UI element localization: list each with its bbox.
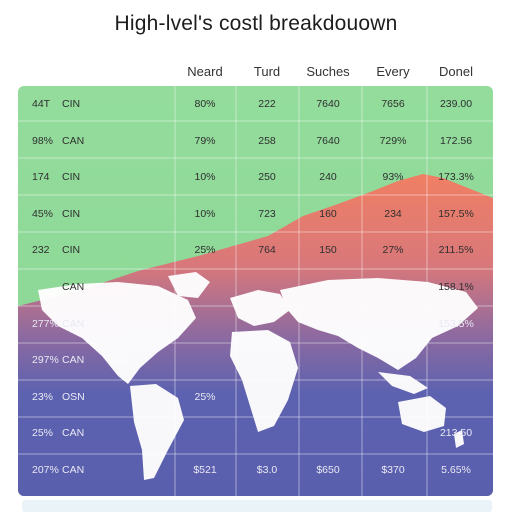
- europe-shape: [230, 290, 290, 326]
- column-header-every: Every: [376, 64, 410, 79]
- table-cell: 79%: [194, 134, 216, 147]
- grid-lines: [18, 86, 493, 496]
- africa-shape: [230, 330, 298, 432]
- table-cell: $521: [193, 464, 217, 476]
- table-cell: 234: [384, 207, 402, 220]
- row-label-code: 207%: [32, 464, 59, 476]
- row-label-code: 232: [32, 244, 50, 257]
- row-label-region: CIN: [62, 171, 81, 184]
- world-map: [38, 272, 478, 480]
- table-cell: 10%: [194, 207, 216, 220]
- table-panel: 44T CIN 80% 222 7640 7656 239.00 98% CAN 79% 258 76…: [18, 86, 493, 496]
- southeast-asia-shape: [378, 372, 428, 394]
- row-label-code: 277%: [32, 317, 59, 330]
- row-label-code: 297%: [32, 354, 59, 367]
- table-cell: 157.5%: [438, 207, 474, 220]
- table-cell: 25%: [194, 244, 216, 257]
- north-america-shape: [38, 282, 196, 384]
- row-label-code: 45%: [32, 207, 54, 220]
- row-label-region: CAN: [62, 134, 85, 147]
- table-cell: 764: [258, 244, 276, 257]
- table-cell: 213.50: [439, 427, 473, 440]
- table-cell: 250: [258, 171, 276, 184]
- new-zealand-shape: [454, 430, 464, 448]
- asia-shape: [280, 278, 478, 370]
- table-cell: 239.00: [439, 98, 473, 110]
- table-cell: 160: [319, 207, 337, 220]
- row-label-region: CAN: [62, 317, 85, 330]
- australia-shape: [398, 396, 446, 432]
- table-cell: 7656: [381, 98, 405, 110]
- row-label-region: CAN: [62, 281, 85, 293]
- table-cell: $370: [381, 464, 405, 476]
- column-header-donel: Donel: [439, 64, 473, 79]
- table-cell: 93%: [382, 171, 404, 184]
- row-label-code: 98%: [32, 134, 54, 147]
- table-cell: 172.56: [439, 134, 473, 147]
- row-label-region: CIN: [62, 98, 81, 110]
- bottom-strip: [22, 500, 492, 512]
- row-label-code: 25%: [32, 427, 54, 440]
- row-label-region: CIN: [62, 207, 81, 220]
- row-label-region: CAN: [62, 464, 85, 476]
- table-cell: 240: [319, 171, 337, 184]
- south-america-shape: [130, 384, 184, 480]
- chart-title: High-lvel's costl breakdouown: [114, 12, 398, 35]
- table-cell: 5.65%: [441, 464, 471, 476]
- table-cell: 723: [258, 207, 276, 220]
- table-cell: 173.3%: [438, 171, 474, 184]
- table-cell: 153.5%: [438, 317, 474, 330]
- table-cell: 158.1%: [438, 281, 474, 293]
- table-cell: 10%: [194, 171, 216, 184]
- greenland-shape: [168, 272, 210, 298]
- column-header-neard: Neard: [187, 64, 223, 79]
- row-label-region: CAN: [62, 427, 85, 440]
- row-label-region: CAN: [62, 354, 85, 367]
- table-cell: 258: [258, 134, 276, 147]
- column-header-suches: Suches: [306, 64, 350, 79]
- table-cell: 729%: [379, 134, 407, 147]
- table-background-svg: [18, 86, 493, 496]
- table-cell: 150: [319, 244, 337, 257]
- table-cell: 211.5%: [438, 244, 474, 257]
- row-label-code: 44T: [32, 98, 51, 110]
- table-cell: 25%: [194, 390, 216, 403]
- row-label-region: OSN: [62, 390, 85, 403]
- row-label-region: CIN: [62, 244, 81, 257]
- table-cell: 222: [258, 98, 276, 110]
- row-label-code: 174: [32, 171, 50, 184]
- table-cell: 27%: [382, 244, 404, 257]
- table-cell: $3.0: [256, 464, 278, 476]
- table-cell: 7640: [316, 134, 340, 147]
- table-cell: 7640: [316, 98, 340, 110]
- table-cell: 80%: [194, 98, 216, 110]
- table-cell: $650: [316, 464, 340, 476]
- row-label-code: 23%: [32, 390, 54, 403]
- column-header-turd: Turd: [253, 64, 281, 79]
